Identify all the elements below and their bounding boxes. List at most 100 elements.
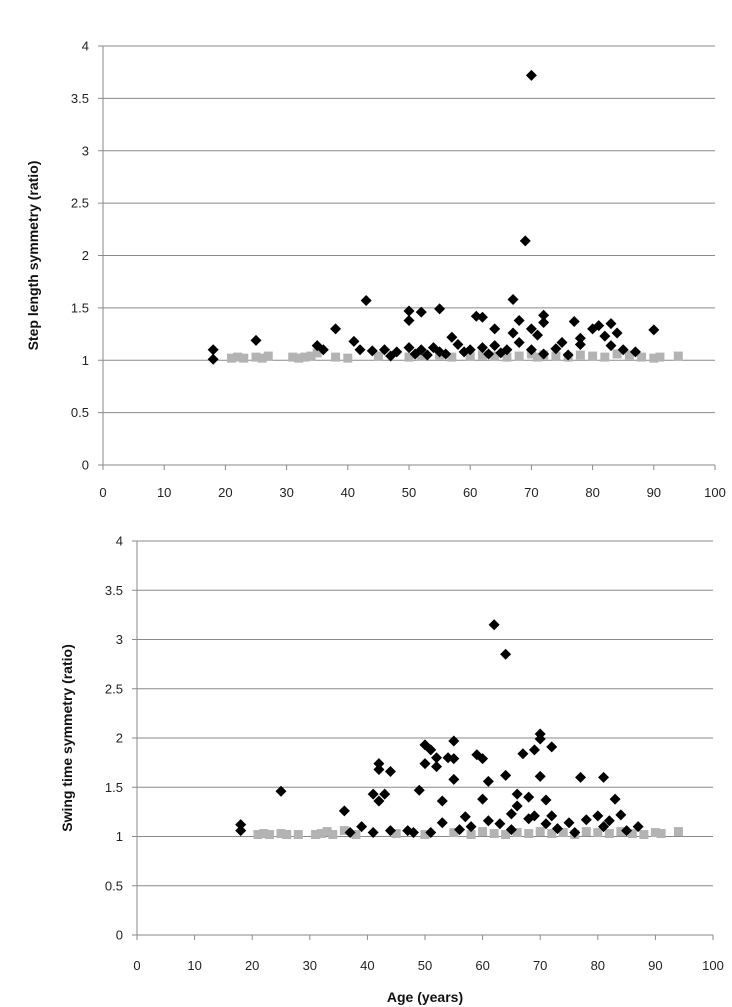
data-point-diamond — [344, 827, 356, 839]
data-point-square — [490, 351, 500, 361]
data-point-square — [420, 830, 430, 840]
x-tick-label: 90 — [647, 485, 661, 500]
y-tick-label: 1 — [82, 353, 89, 368]
data-point-diamond — [482, 815, 494, 827]
data-points — [207, 69, 683, 365]
data-point-diamond — [523, 791, 535, 803]
x-tick-label: 40 — [360, 958, 374, 973]
data-point-diamond — [494, 818, 506, 830]
data-point-diamond — [605, 318, 617, 330]
data-point-square — [322, 827, 332, 837]
data-point-diamond — [415, 306, 427, 318]
data-point-diamond — [525, 344, 537, 356]
data-point-diamond — [580, 814, 592, 826]
x-tick-marks — [136, 935, 714, 940]
data-point-diamond — [360, 295, 372, 307]
y-tick-label: 2.5 — [105, 681, 123, 696]
x-axis-title: Age (years) — [387, 989, 463, 1005]
data-point-diamond — [507, 327, 519, 339]
y-tick-label: 4 — [116, 534, 123, 549]
data-point-diamond — [367, 827, 379, 839]
step-length-chart: 0 0.5 1 1.5 2 2.5 3 3.5 4 0 10 20 30 40 50 60 70 80 90 100… — [25, 39, 726, 501]
data-point-diamond — [476, 342, 488, 354]
data-point-diamond — [425, 744, 437, 756]
data-point-square — [300, 352, 310, 362]
data-point-diamond — [593, 320, 605, 332]
data-point-diamond — [379, 344, 391, 356]
data-point-diamond — [421, 349, 433, 361]
data-point-square — [612, 349, 622, 359]
data-point-square — [604, 829, 614, 839]
y-axis-title: Step length symmetry (ratio) — [25, 161, 41, 351]
data-point-square — [639, 830, 649, 840]
data-point-square — [535, 827, 545, 837]
y-tick-label: 2 — [82, 248, 89, 263]
data-point-diamond — [483, 348, 495, 360]
data-point-diamond — [419, 739, 431, 751]
data-point-diamond — [488, 619, 500, 631]
x-tick-label: 10 — [187, 958, 201, 973]
data-point-square — [447, 352, 457, 362]
data-point-diamond — [574, 332, 586, 344]
y-tick-label: 0 — [116, 928, 123, 943]
x-tick-label: 60 — [475, 958, 489, 973]
x-tick-marks — [102, 465, 716, 470]
x-tick-label: 80 — [585, 485, 599, 500]
data-point-square — [588, 351, 598, 361]
data-point-square — [551, 351, 561, 361]
data-point-diamond — [207, 353, 219, 365]
data-point-diamond — [513, 336, 525, 348]
data-point-square — [263, 351, 273, 361]
data-point-diamond — [482, 775, 494, 787]
data-point-square — [251, 352, 261, 362]
data-point-diamond — [330, 323, 342, 335]
x-tick-label: 20 — [245, 958, 259, 973]
data-point-diamond — [538, 317, 550, 329]
y-tick-label: 4 — [82, 39, 89, 54]
x-tick-label: 0 — [99, 485, 106, 500]
y-tick-label: 0.5 — [71, 405, 89, 420]
data-point-diamond — [513, 314, 525, 326]
data-point-diamond — [379, 788, 391, 800]
x-tick-label: 10 — [157, 485, 171, 500]
data-point-diamond — [538, 309, 550, 321]
x-tick-label: 50 — [418, 958, 432, 973]
data-point-square — [593, 828, 603, 838]
data-point-diamond — [551, 823, 563, 835]
data-point-diamond — [464, 344, 476, 356]
data-point-diamond — [540, 818, 552, 830]
data-point-square — [650, 828, 660, 838]
data-point-square — [512, 828, 522, 838]
x-tick-labels: 0 10 20 30 40 50 60 70 80 90 100 — [133, 958, 723, 973]
data-point-diamond — [575, 771, 587, 783]
y-tick-label: 1 — [116, 829, 123, 844]
data-point-diamond — [476, 311, 488, 323]
data-point-diamond — [366, 345, 378, 357]
data-point-square — [656, 829, 666, 839]
data-point-diamond — [415, 344, 427, 356]
data-point-diamond — [403, 342, 415, 354]
data-point-diamond — [446, 331, 458, 343]
y-tick-label: 3.5 — [71, 91, 89, 106]
data-point-diamond — [489, 340, 501, 352]
data-point-diamond — [648, 324, 660, 336]
data-point-diamond — [407, 827, 419, 839]
data-point-diamond — [434, 303, 446, 315]
data-point-diamond — [534, 770, 546, 782]
data-point-square — [478, 827, 488, 837]
data-point-diamond — [384, 825, 396, 837]
x-tick-label: 90 — [648, 958, 662, 973]
data-point-square — [637, 352, 647, 362]
data-point-diamond — [442, 752, 454, 764]
y-tick-label: 2 — [116, 731, 123, 746]
data-point-square — [311, 830, 321, 840]
data-points — [235, 619, 683, 840]
data-point-diamond — [632, 821, 644, 833]
data-point-diamond — [465, 821, 477, 833]
data-point-diamond — [511, 788, 523, 800]
data-point-diamond — [436, 817, 448, 829]
data-point-diamond — [391, 346, 403, 358]
data-point-square — [343, 353, 353, 363]
data-point-diamond — [317, 344, 329, 356]
data-point-diamond — [546, 741, 558, 753]
